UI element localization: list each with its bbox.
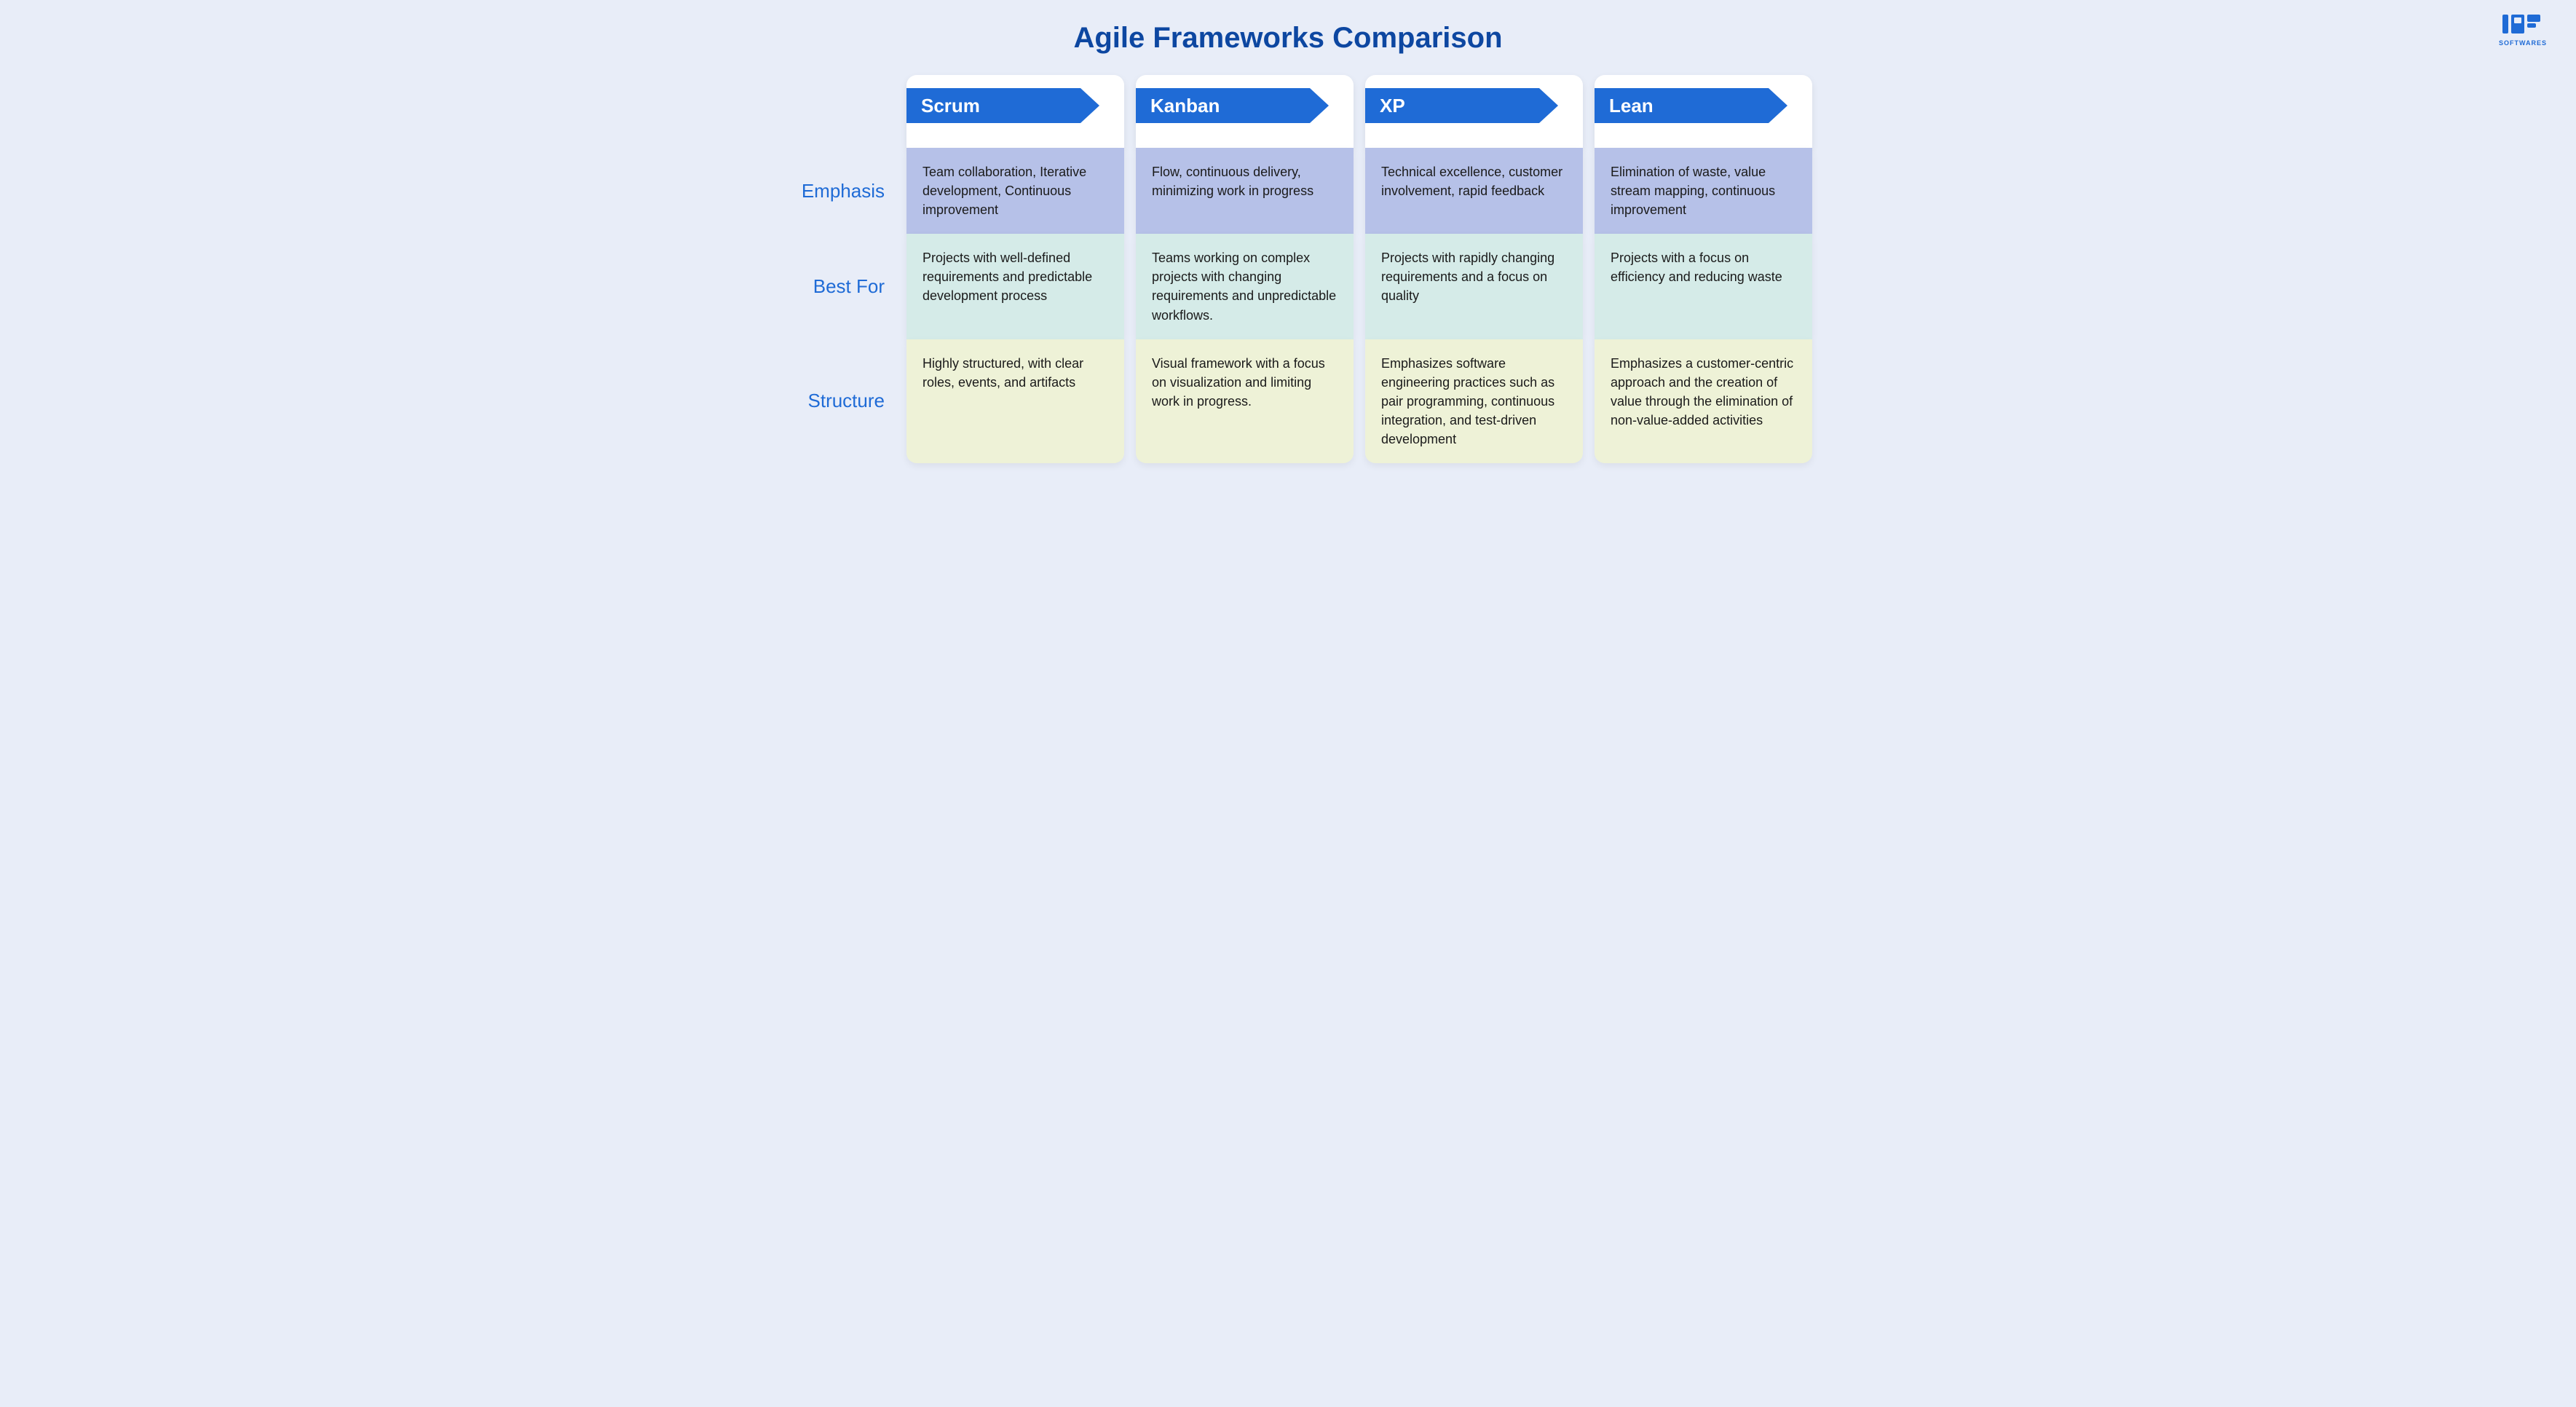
column-header-lean: Lean bbox=[1595, 75, 1812, 148]
cell-xp-emphasis: Technical excellence, customer involveme… bbox=[1365, 148, 1583, 234]
row-label-emphasis: Emphasis bbox=[764, 148, 895, 234]
arrow-head-icon bbox=[1539, 88, 1558, 123]
framework-name: XP bbox=[1365, 88, 1539, 123]
cell-scrum-structure: Highly structured, with clear roles, eve… bbox=[906, 339, 1124, 463]
page-title: Agile Frameworks Comparison bbox=[29, 22, 2547, 55]
cell-scrum-emphasis: Team collaboration, Iterative developmen… bbox=[906, 148, 1124, 234]
framework-name: Lean bbox=[1595, 88, 1769, 123]
arrow-head-icon bbox=[1310, 88, 1329, 123]
cell-xp-structure: Emphasizes software engineering practice… bbox=[1365, 339, 1583, 463]
framework-name: Scrum bbox=[906, 88, 1080, 123]
arrow-icon: XP bbox=[1365, 88, 1583, 123]
comparison-grid: Scrum Kanban XP Lean Emphasis Team colla… bbox=[764, 75, 1812, 463]
cell-kanban-bestfor: Teams working on complex projects with c… bbox=[1136, 234, 1354, 339]
cell-lean-bestfor: Projects with a focus on efficiency and … bbox=[1595, 234, 1812, 339]
row-label-text: Structure bbox=[808, 390, 885, 412]
column-header-kanban: Kanban bbox=[1136, 75, 1354, 148]
cell-lean-emphasis: Elimination of waste, value stream mappi… bbox=[1595, 148, 1812, 234]
arrow-head-icon bbox=[1080, 88, 1099, 123]
row-label-text: Emphasis bbox=[802, 180, 885, 202]
column-header-xp: XP bbox=[1365, 75, 1583, 148]
cell-lean-structure: Emphasizes a customer-centric approach a… bbox=[1595, 339, 1812, 463]
row-label-structure: Structure bbox=[764, 339, 895, 463]
arrow-icon: Kanban bbox=[1136, 88, 1354, 123]
logo-mark-icon bbox=[2499, 13, 2547, 38]
brand-logo: SOFTWARES bbox=[2499, 13, 2547, 47]
row-label-text: Best For bbox=[813, 275, 885, 298]
framework-name: Kanban bbox=[1136, 88, 1310, 123]
arrow-head-icon bbox=[1769, 88, 1787, 123]
cell-xp-bestfor: Projects with rapidly changing requireme… bbox=[1365, 234, 1583, 339]
cell-kanban-emphasis: Flow, continuous delivery, minimizing wo… bbox=[1136, 148, 1354, 234]
logo-subtitle: SOFTWARES bbox=[2499, 39, 2547, 47]
cell-kanban-structure: Visual framework with a focus on visuali… bbox=[1136, 339, 1354, 463]
cell-scrum-bestfor: Projects with well-defined requirements … bbox=[906, 234, 1124, 339]
arrow-icon: Scrum bbox=[906, 88, 1124, 123]
arrow-icon: Lean bbox=[1595, 88, 1812, 123]
row-label-bestfor: Best For bbox=[764, 234, 895, 339]
column-header-scrum: Scrum bbox=[906, 75, 1124, 148]
